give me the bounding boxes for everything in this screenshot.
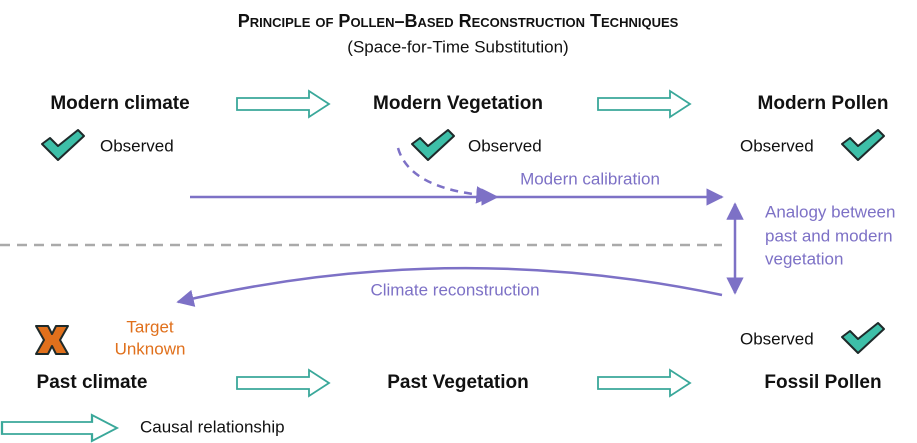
x-icon <box>35 325 69 355</box>
status: Observed <box>740 329 814 348</box>
legend-label: Causal relationship <box>140 417 285 436</box>
node-label: Modern Pollen <box>758 93 889 114</box>
link-label: past and modern <box>765 226 893 245</box>
check-icon <box>411 129 455 161</box>
link-label: Climate reconstruction <box>370 280 539 299</box>
legend-arrow <box>0 413 119 443</box>
node-label: Modern Vegetation <box>373 93 543 114</box>
link-label: vegetation <box>765 249 843 268</box>
node-label: Past climate <box>37 372 148 393</box>
title: Principle of Pollen–Based Reconstruction… <box>238 11 679 31</box>
status: Unknown <box>115 339 186 358</box>
link-label: Modern calibration <box>520 169 660 188</box>
status: Observed <box>740 136 814 155</box>
causal-arrow <box>236 369 330 397</box>
check-icon <box>41 129 85 161</box>
check-icon <box>841 322 885 354</box>
reconstruction-curve <box>176 266 723 307</box>
node-label: Past Vegetation <box>387 372 529 393</box>
subtitle: (Space-for-Time Substitution) <box>347 37 568 56</box>
status: Observed <box>468 136 542 155</box>
link-label: Analogy between <box>765 202 895 221</box>
causal-arrow <box>597 369 691 397</box>
dashed-link <box>396 147 494 204</box>
status: Observed <box>100 136 174 155</box>
status: Target <box>126 317 174 336</box>
node-label: Fossil Pollen <box>764 372 881 393</box>
node-label: Modern climate <box>50 93 189 114</box>
causal-arrow <box>597 90 691 118</box>
causal-arrow <box>236 90 330 118</box>
check-icon <box>841 129 885 161</box>
